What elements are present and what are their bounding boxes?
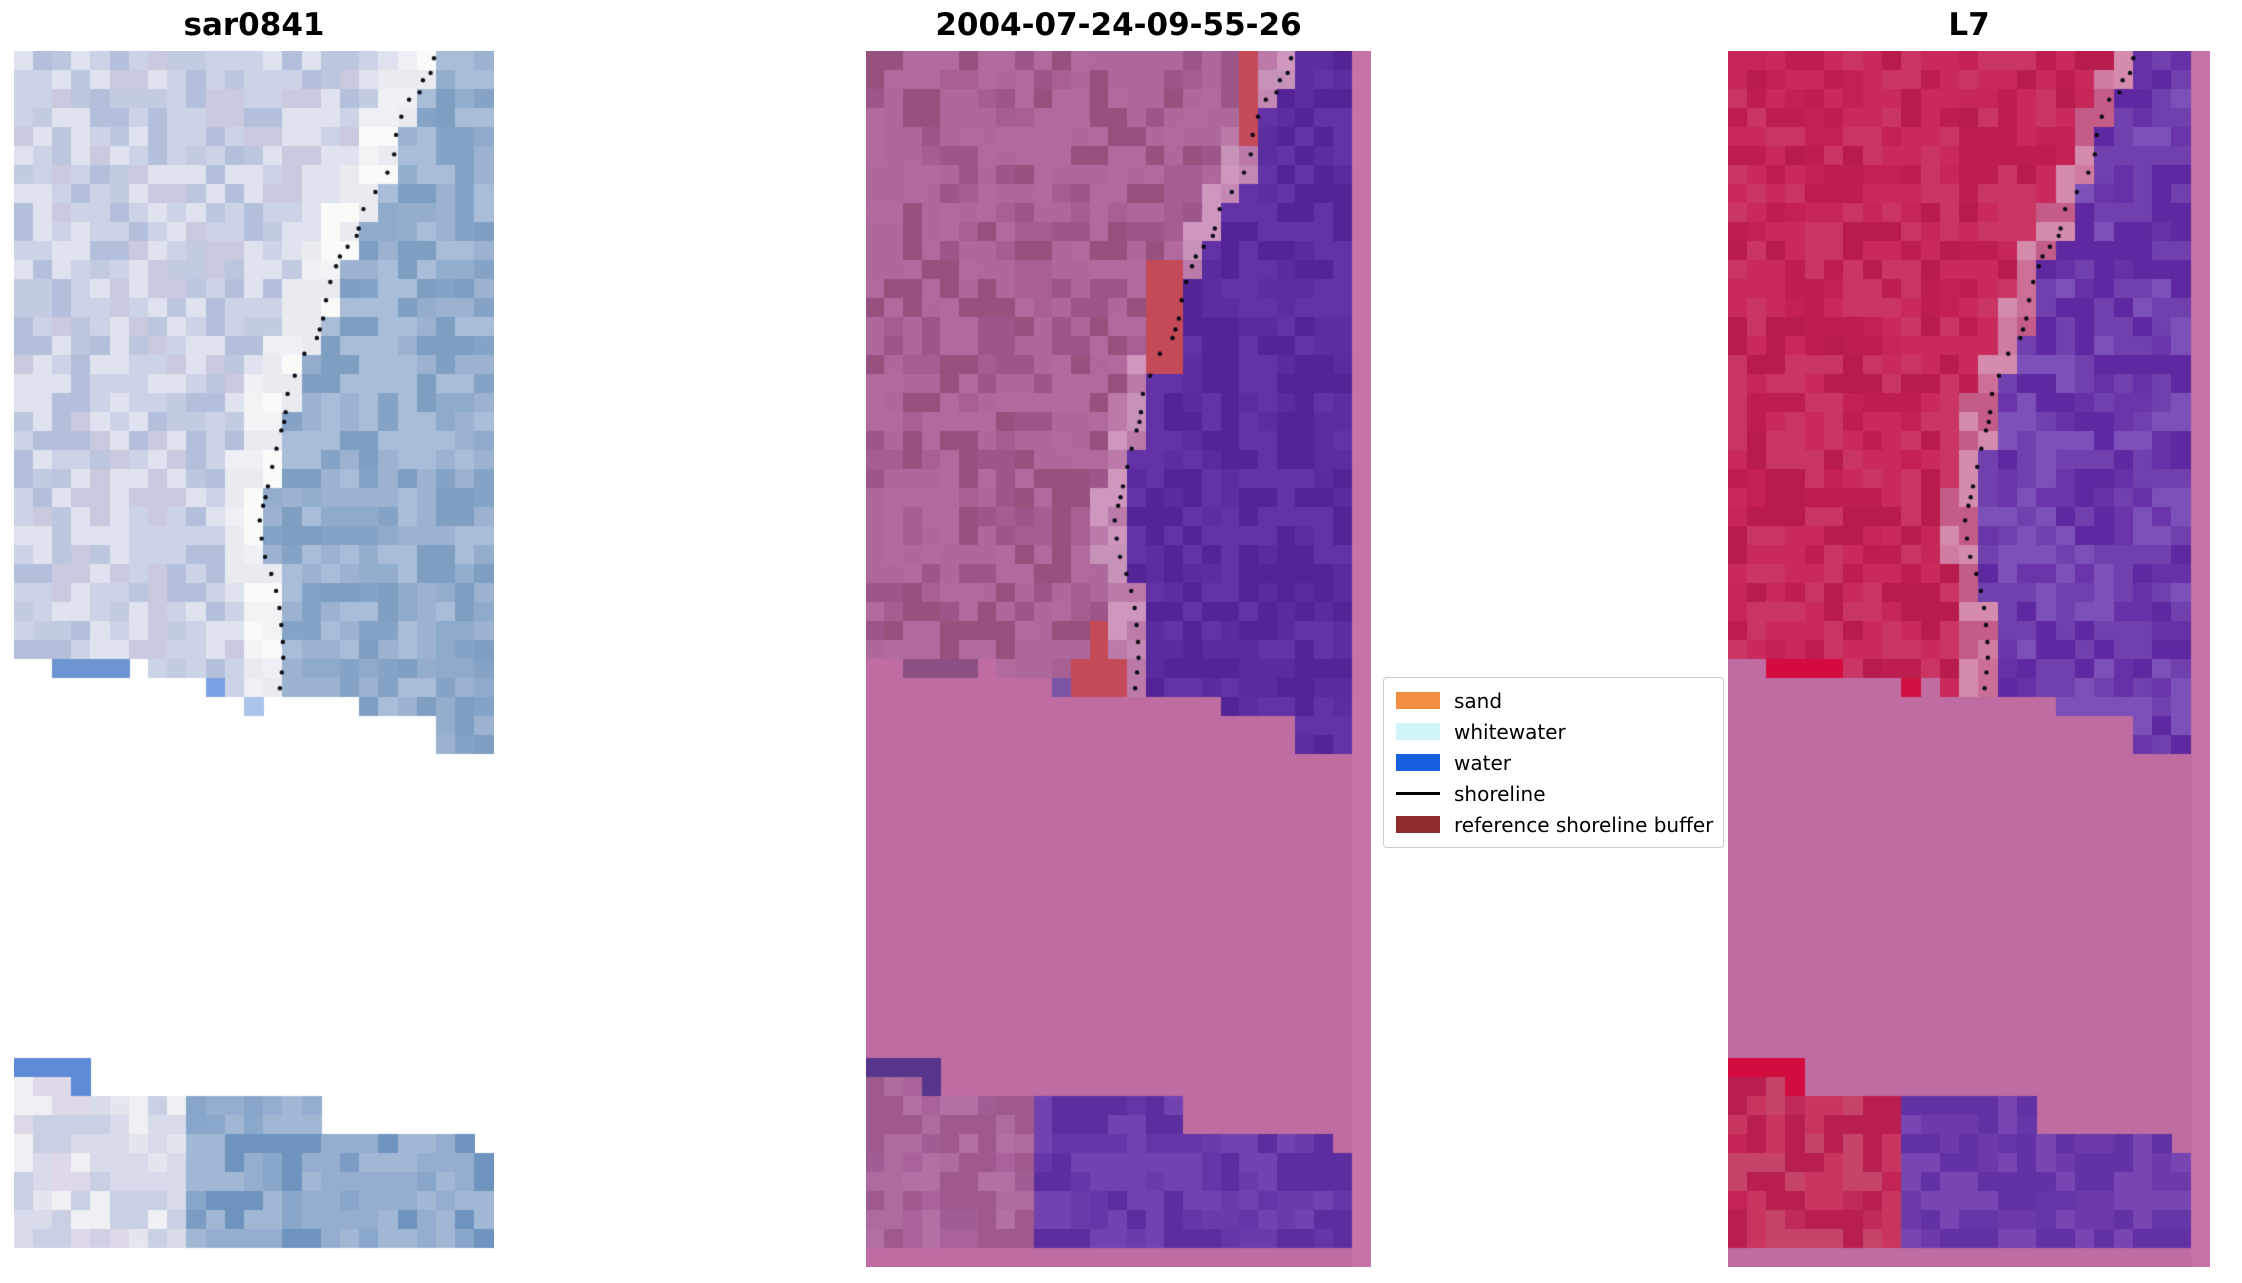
legend-item-reference-buffer: reference shoreline buffer	[1396, 809, 1714, 840]
panel-title-l7: L7	[1948, 7, 1990, 43]
legend-item-whitewater: whitewater	[1396, 716, 1711, 747]
sand-swatch	[1396, 692, 1440, 709]
legend-label-whitewater: whitewater	[1454, 719, 1566, 744]
panel-image-sar0841	[14, 51, 494, 1267]
legend-label-sand: sand	[1454, 688, 1503, 713]
panel-image-classified	[866, 51, 1371, 1267]
legend-item-water: water	[1396, 747, 1711, 778]
legend-label-shoreline: shoreline	[1454, 781, 1546, 806]
legend-label-reference-buffer: reference shoreline buffer	[1454, 812, 1714, 837]
whitewater-swatch	[1396, 723, 1440, 740]
legend-item-shoreline: shoreline	[1396, 778, 1711, 809]
panel-image-l7	[1728, 51, 2210, 1267]
legend: sand whitewater water shoreline referenc…	[1383, 677, 1724, 848]
legend-label-water: water	[1454, 750, 1511, 775]
panel-title-sar0841: sar0841	[183, 7, 325, 43]
water-swatch	[1396, 754, 1440, 771]
panel-title-date: 2004-07-24-09-55-26	[935, 7, 1302, 43]
reference-buffer-swatch	[1396, 816, 1440, 833]
shoreline-line-swatch	[1396, 792, 1440, 795]
legend-item-sand: sand	[1396, 685, 1711, 716]
